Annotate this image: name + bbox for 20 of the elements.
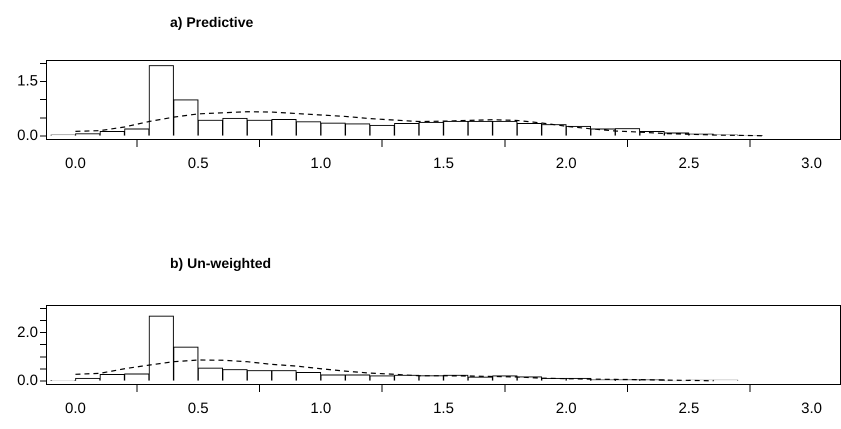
x-tick-label: 3.0 <box>801 400 822 418</box>
x-tick-label: 1.5 <box>433 400 454 418</box>
x-tick-label: 0.5 <box>188 400 209 418</box>
x-tick-label: 2.5 <box>678 400 700 418</box>
x-tick-label: 2.0 <box>556 400 577 418</box>
chart-title: b) Un-weighted <box>170 255 272 271</box>
x-tick-label: 0.0 <box>65 155 86 172</box>
x-tick-label: 1.0 <box>310 400 332 418</box>
y-tick-label: 0.0 <box>17 372 38 390</box>
x-tick-label: 0.5 <box>188 155 209 172</box>
x-tick-label: 2.5 <box>678 155 700 172</box>
x-tick-label: 1.5 <box>433 155 454 172</box>
chart-title: a) Predictive <box>170 14 254 30</box>
y-tick-label: 2.0 <box>17 324 38 341</box>
x-tick-label: 0.0 <box>65 400 86 418</box>
x-tick-label: 2.0 <box>556 155 577 172</box>
x-tick-label: 3.0 <box>801 155 822 172</box>
x-tick-label: 1.0 <box>310 155 332 172</box>
y-tick-label: 0.0 <box>17 127 38 144</box>
y-tick-label: 1.5 <box>17 72 38 90</box>
